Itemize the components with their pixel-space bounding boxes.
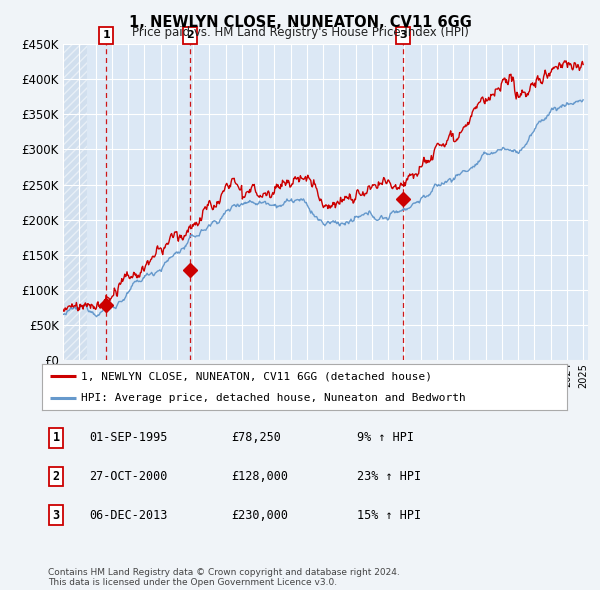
Text: 3: 3: [53, 509, 60, 522]
Text: £128,000: £128,000: [231, 470, 288, 483]
Text: 9% ↑ HPI: 9% ↑ HPI: [357, 431, 414, 444]
Text: 1, NEWLYN CLOSE, NUNEATON, CV11 6GG (detached house): 1, NEWLYN CLOSE, NUNEATON, CV11 6GG (det…: [82, 372, 433, 382]
Bar: [63, 44, 88, 360]
Text: £78,250: £78,250: [231, 431, 281, 444]
Text: 2: 2: [187, 31, 194, 41]
Text: 1: 1: [103, 31, 110, 41]
Text: 1, NEWLYN CLOSE, NUNEATON, CV11 6GG: 1, NEWLYN CLOSE, NUNEATON, CV11 6GG: [128, 15, 472, 30]
Text: 23% ↑ HPI: 23% ↑ HPI: [357, 470, 421, 483]
Text: 01-SEP-1995: 01-SEP-1995: [89, 431, 167, 444]
Text: Contains HM Land Registry data © Crown copyright and database right 2024.
This d: Contains HM Land Registry data © Crown c…: [48, 568, 400, 587]
Text: Price paid vs. HM Land Registry's House Price Index (HPI): Price paid vs. HM Land Registry's House …: [131, 26, 469, 39]
Text: 06-DEC-2013: 06-DEC-2013: [89, 509, 167, 522]
Text: 15% ↑ HPI: 15% ↑ HPI: [357, 509, 421, 522]
Text: 3: 3: [399, 31, 407, 41]
Text: 2: 2: [53, 470, 60, 483]
Text: £230,000: £230,000: [231, 509, 288, 522]
Text: HPI: Average price, detached house, Nuneaton and Bedworth: HPI: Average price, detached house, Nune…: [82, 392, 466, 402]
Text: 1: 1: [53, 431, 60, 444]
Text: 27-OCT-2000: 27-OCT-2000: [89, 470, 167, 483]
